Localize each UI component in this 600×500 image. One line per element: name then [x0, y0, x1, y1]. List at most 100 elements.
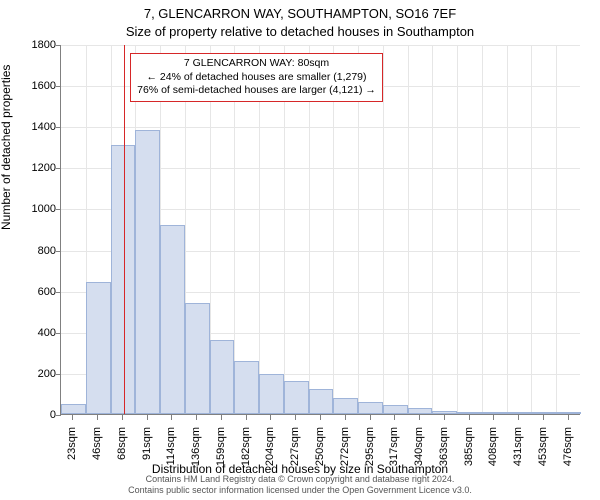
histogram-bar — [556, 412, 581, 414]
y-tick-mark — [56, 86, 61, 87]
x-tick-mark — [518, 415, 519, 420]
annotation-box: 7 GLENCARRON WAY: 80sqm← 24% of detached… — [130, 53, 383, 102]
histogram-bar — [408, 408, 433, 414]
y-tick-mark — [56, 209, 61, 210]
x-tick-mark — [320, 415, 321, 420]
x-tick-label: 46sqm — [91, 427, 103, 487]
y-tick-label: 1000 — [6, 203, 56, 215]
y-tick-label: 1600 — [6, 80, 56, 92]
x-tick-mark — [196, 415, 197, 420]
y-tick-label: 600 — [6, 286, 56, 298]
histogram-bar — [507, 412, 532, 414]
x-tick-label: 250sqm — [314, 427, 326, 487]
annotation-line2: ← 24% of detached houses are smaller (1,… — [137, 71, 376, 85]
x-tick-label: 91sqm — [141, 427, 153, 487]
histogram-bar — [111, 145, 136, 414]
histogram-bar — [482, 412, 507, 414]
x-tick-label: 272sqm — [339, 427, 351, 487]
x-tick-mark — [171, 415, 172, 420]
histogram-bar — [333, 398, 358, 414]
y-tick-label: 1200 — [6, 162, 56, 174]
y-tick-mark — [56, 168, 61, 169]
x-tick-label: 204sqm — [264, 427, 276, 487]
x-tick-label: 295sqm — [364, 427, 376, 487]
x-tick-mark — [221, 415, 222, 420]
y-tick-mark — [56, 45, 61, 46]
gridline-v — [383, 45, 384, 414]
x-tick-mark — [419, 415, 420, 420]
y-tick-label: 400 — [6, 327, 56, 339]
x-tick-mark — [394, 415, 395, 420]
gridline-h — [61, 127, 580, 128]
chart-title-line1: 7, GLENCARRON WAY, SOUTHAMPTON, SO16 7EF — [0, 6, 600, 21]
x-tick-mark — [295, 415, 296, 420]
histogram-bar — [457, 412, 482, 414]
x-tick-mark — [370, 415, 371, 420]
x-tick-label: 159sqm — [215, 427, 227, 487]
histogram-bar — [185, 303, 210, 414]
gridline-h — [61, 45, 580, 46]
x-tick-label: 182sqm — [240, 427, 252, 487]
x-tick-mark — [246, 415, 247, 420]
x-tick-label: 136sqm — [190, 427, 202, 487]
gridline-v — [408, 45, 409, 414]
x-tick-label: 114sqm — [165, 427, 177, 487]
y-tick-mark — [56, 415, 61, 416]
x-tick-mark — [270, 415, 271, 420]
x-tick-label: 431sqm — [512, 427, 524, 487]
annotation-line3: 76% of semi-detached houses are larger (… — [137, 84, 376, 98]
y-tick-mark — [56, 374, 61, 375]
x-tick-label: 23sqm — [66, 427, 78, 487]
gridline-v — [531, 45, 532, 414]
x-tick-label: 317sqm — [388, 427, 400, 487]
histogram-bar — [432, 411, 457, 414]
plot-area: 7 GLENCARRON WAY: 80sqm← 24% of detached… — [60, 45, 580, 415]
x-tick-mark — [469, 415, 470, 420]
y-tick-mark — [56, 333, 61, 334]
y-tick-label: 0 — [6, 409, 56, 421]
histogram-bar — [531, 412, 556, 414]
x-tick-mark — [147, 415, 148, 420]
x-tick-mark — [122, 415, 123, 420]
x-tick-label: 453sqm — [537, 427, 549, 487]
chart-container: 7, GLENCARRON WAY, SOUTHAMPTON, SO16 7EF… — [0, 0, 600, 500]
x-tick-mark — [543, 415, 544, 420]
histogram-bar — [358, 402, 383, 414]
x-tick-label: 408sqm — [487, 427, 499, 487]
y-tick-label: 800 — [6, 245, 56, 257]
x-tick-mark — [568, 415, 569, 420]
x-tick-mark — [345, 415, 346, 420]
x-tick-label: 476sqm — [562, 427, 574, 487]
gridline-v — [556, 45, 557, 414]
y-tick-mark — [56, 292, 61, 293]
x-tick-mark — [444, 415, 445, 420]
x-tick-mark — [493, 415, 494, 420]
gridline-v — [507, 45, 508, 414]
histogram-bar — [383, 405, 408, 414]
histogram-bar — [234, 361, 259, 414]
y-tick-label: 1400 — [6, 121, 56, 133]
chart-title-line2: Size of property relative to detached ho… — [0, 24, 600, 39]
histogram-bar — [160, 225, 185, 414]
histogram-bar — [61, 404, 86, 414]
annotation-line1: 7 GLENCARRON WAY: 80sqm — [137, 57, 376, 71]
y-tick-label: 1800 — [6, 39, 56, 51]
histogram-bar — [210, 340, 235, 414]
y-tick-mark — [56, 251, 61, 252]
gridline-v — [457, 45, 458, 414]
x-tick-label: 385sqm — [463, 427, 475, 487]
y-tick-mark — [56, 127, 61, 128]
x-tick-label: 227sqm — [289, 427, 301, 487]
gridline-v — [432, 45, 433, 414]
histogram-bar — [309, 389, 334, 414]
x-tick-mark — [97, 415, 98, 420]
x-tick-label: 363sqm — [438, 427, 450, 487]
histogram-bar — [135, 130, 160, 414]
x-tick-mark — [72, 415, 73, 420]
histogram-bar — [259, 374, 284, 414]
x-tick-label: 340sqm — [413, 427, 425, 487]
histogram-bar — [86, 282, 111, 414]
x-tick-label: 68sqm — [116, 427, 128, 487]
y-tick-label: 200 — [6, 368, 56, 380]
histogram-bar — [284, 381, 309, 414]
